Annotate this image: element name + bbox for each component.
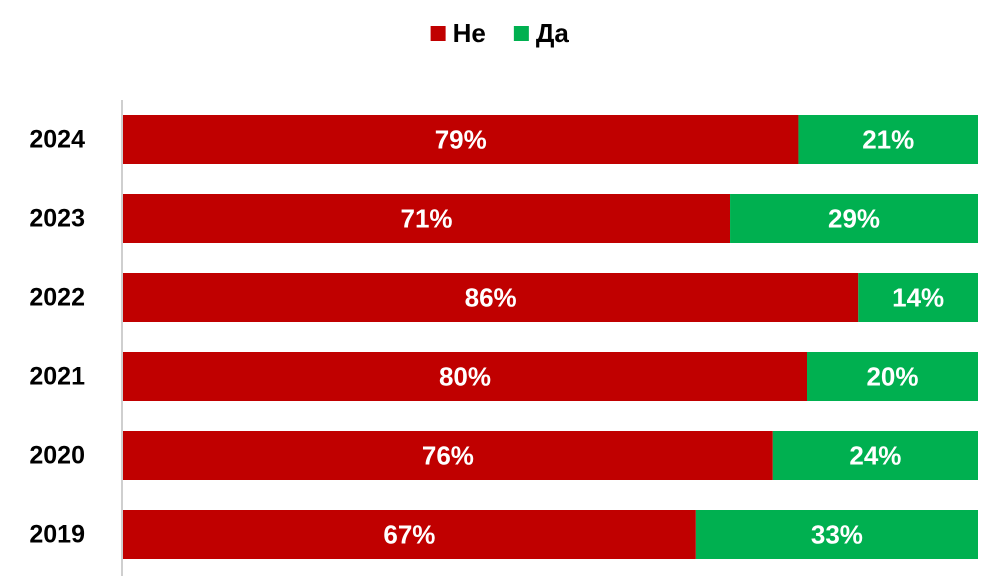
legend: Не Да <box>430 18 570 48</box>
value-label: 71% <box>401 204 453 234</box>
value-label: 67% <box>383 520 435 550</box>
value-label: 79% <box>435 125 487 155</box>
value-label: 86% <box>465 283 517 313</box>
y-tick-label: 2022 <box>29 284 85 312</box>
bar-segment <box>798 115 978 164</box>
legend-swatch <box>430 26 446 41</box>
legend-label: Да <box>536 18 570 48</box>
bar-segment <box>772 431 978 480</box>
bar-segment <box>123 352 807 401</box>
y-tick-label: 2019 <box>29 521 85 549</box>
bar-segment <box>807 352 978 401</box>
bar-segment <box>123 431 773 480</box>
legend-swatch <box>513 26 529 41</box>
value-label: 29% <box>828 204 880 234</box>
bar-segment <box>695 510 978 559</box>
y-tick-label: 2020 <box>29 442 85 470</box>
value-label: 80% <box>439 362 491 392</box>
value-label: 21% <box>862 125 914 155</box>
bar-segment <box>730 194 978 243</box>
bar-segment <box>123 273 859 322</box>
value-label: 24% <box>849 441 901 471</box>
value-label: 20% <box>866 362 918 392</box>
bar-segment <box>123 510 696 559</box>
bar-segment <box>123 115 799 164</box>
bar-segment <box>858 273 978 322</box>
value-label: 33% <box>811 520 863 550</box>
value-label: 14% <box>892 283 944 313</box>
bar-segment <box>123 194 731 243</box>
y-tick-label: 2024 <box>29 126 85 154</box>
y-tick-label: 2021 <box>29 363 85 391</box>
y-tick-label: 2023 <box>29 205 85 233</box>
value-label: 76% <box>422 441 474 471</box>
legend-label: Не <box>453 18 486 48</box>
